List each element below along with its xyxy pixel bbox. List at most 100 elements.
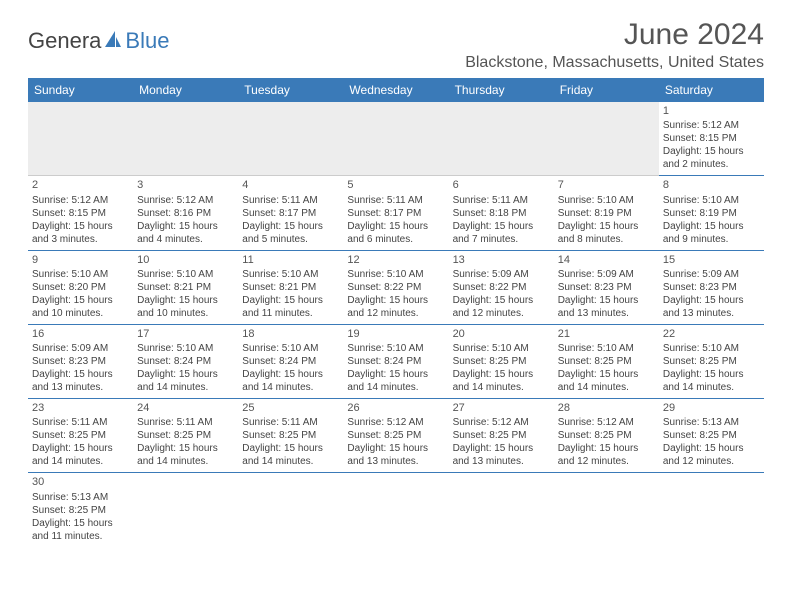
day-number: 12 xyxy=(347,253,444,267)
daylight-line-2: and 14 minutes. xyxy=(137,455,234,468)
day-header: Wednesday xyxy=(343,78,448,102)
day-number: 29 xyxy=(663,401,760,415)
sunrise-line: Sunrise: 5:12 AM xyxy=(453,416,550,429)
daylight-line: Daylight: 15 hours xyxy=(242,368,339,381)
daylight-line-2: and 13 minutes. xyxy=(663,307,760,320)
calendar-cell: 20Sunrise: 5:10 AMSunset: 8:25 PMDayligh… xyxy=(449,324,554,398)
sunrise-line: Sunrise: 5:11 AM xyxy=(242,194,339,207)
daylight-line-2: and 9 minutes. xyxy=(663,233,760,246)
calendar-cell: 26Sunrise: 5:12 AMSunset: 8:25 PMDayligh… xyxy=(343,399,448,473)
daylight-line-2: and 5 minutes. xyxy=(242,233,339,246)
sunrise-line: Sunrise: 5:10 AM xyxy=(347,268,444,281)
sunset-line: Sunset: 8:17 PM xyxy=(347,207,444,220)
sunrise-line: Sunrise: 5:10 AM xyxy=(347,342,444,355)
sunrise-line: Sunrise: 5:11 AM xyxy=(347,194,444,207)
daylight-line: Daylight: 15 hours xyxy=(32,442,129,455)
sunset-line: Sunset: 8:25 PM xyxy=(453,355,550,368)
sunrise-line: Sunrise: 5:10 AM xyxy=(137,268,234,281)
sunset-line: Sunset: 8:23 PM xyxy=(663,281,760,294)
calendar-cell xyxy=(554,102,659,176)
day-number: 6 xyxy=(453,178,550,192)
sunrise-line: Sunrise: 5:12 AM xyxy=(347,416,444,429)
day-number: 14 xyxy=(558,253,655,267)
daylight-line-2: and 10 minutes. xyxy=(137,307,234,320)
daylight-line: Daylight: 15 hours xyxy=(242,442,339,455)
sunrise-line: Sunrise: 5:12 AM xyxy=(558,416,655,429)
calendar-cell: 11Sunrise: 5:10 AMSunset: 8:21 PMDayligh… xyxy=(238,250,343,324)
daylight-line-2: and 14 minutes. xyxy=(242,455,339,468)
logo-text-main: Genera xyxy=(28,28,101,54)
sunset-line: Sunset: 8:21 PM xyxy=(137,281,234,294)
sunset-line: Sunset: 8:17 PM xyxy=(242,207,339,220)
daylight-line-2: and 14 minutes. xyxy=(663,381,760,394)
sunset-line: Sunset: 8:19 PM xyxy=(558,207,655,220)
sunset-line: Sunset: 8:25 PM xyxy=(453,429,550,442)
calendar-cell: 12Sunrise: 5:10 AMSunset: 8:22 PMDayligh… xyxy=(343,250,448,324)
sunrise-line: Sunrise: 5:09 AM xyxy=(453,268,550,281)
day-header: Sunday xyxy=(28,78,133,102)
sunset-line: Sunset: 8:18 PM xyxy=(453,207,550,220)
daylight-line-2: and 12 minutes. xyxy=(663,455,760,468)
sunrise-line: Sunrise: 5:10 AM xyxy=(242,342,339,355)
daylight-line: Daylight: 15 hours xyxy=(663,442,760,455)
calendar-cell xyxy=(554,473,659,547)
daylight-line-2: and 13 minutes. xyxy=(347,455,444,468)
day-number: 18 xyxy=(242,327,339,341)
sunrise-line: Sunrise: 5:10 AM xyxy=(453,342,550,355)
calendar-cell xyxy=(343,473,448,547)
day-number: 22 xyxy=(663,327,760,341)
logo-text-sub: Blue xyxy=(125,28,169,54)
daylight-line-2: and 14 minutes. xyxy=(242,381,339,394)
daylight-line-2: and 14 minutes. xyxy=(347,381,444,394)
calendar-cell: 10Sunrise: 5:10 AMSunset: 8:21 PMDayligh… xyxy=(133,250,238,324)
calendar-cell: 22Sunrise: 5:10 AMSunset: 8:25 PMDayligh… xyxy=(659,324,764,398)
calendar-cell: 14Sunrise: 5:09 AMSunset: 8:23 PMDayligh… xyxy=(554,250,659,324)
sunset-line: Sunset: 8:23 PM xyxy=(32,355,129,368)
sunset-line: Sunset: 8:24 PM xyxy=(137,355,234,368)
daylight-line-2: and 8 minutes. xyxy=(558,233,655,246)
daylight-line-2: and 12 minutes. xyxy=(558,455,655,468)
daylight-line: Daylight: 15 hours xyxy=(242,220,339,233)
calendar-cell xyxy=(449,473,554,547)
daylight-line: Daylight: 15 hours xyxy=(137,294,234,307)
sunset-line: Sunset: 8:15 PM xyxy=(663,132,760,145)
day-number: 15 xyxy=(663,253,760,267)
calendar-cell: 17Sunrise: 5:10 AMSunset: 8:24 PMDayligh… xyxy=(133,324,238,398)
calendar-head: SundayMondayTuesdayWednesdayThursdayFrid… xyxy=(28,78,764,102)
sunrise-line: Sunrise: 5:09 AM xyxy=(558,268,655,281)
daylight-line-2: and 2 minutes. xyxy=(663,158,760,171)
daylight-line: Daylight: 15 hours xyxy=(663,220,760,233)
logo: Genera Blue xyxy=(28,28,169,54)
calendar: SundayMondayTuesdayWednesdayThursdayFrid… xyxy=(28,78,764,547)
daylight-line: Daylight: 15 hours xyxy=(663,145,760,158)
day-number: 23 xyxy=(32,401,129,415)
sunrise-line: Sunrise: 5:11 AM xyxy=(137,416,234,429)
sunset-line: Sunset: 8:24 PM xyxy=(347,355,444,368)
sunset-line: Sunset: 8:25 PM xyxy=(347,429,444,442)
daylight-line: Daylight: 15 hours xyxy=(32,294,129,307)
day-header: Monday xyxy=(133,78,238,102)
daylight-line: Daylight: 15 hours xyxy=(347,442,444,455)
sunrise-line: Sunrise: 5:10 AM xyxy=(663,194,760,207)
day-number: 1 xyxy=(663,104,760,118)
sunset-line: Sunset: 8:25 PM xyxy=(558,429,655,442)
daylight-line: Daylight: 15 hours xyxy=(663,368,760,381)
daylight-line: Daylight: 15 hours xyxy=(453,220,550,233)
daylight-line-2: and 12 minutes. xyxy=(453,307,550,320)
sunrise-line: Sunrise: 5:09 AM xyxy=(663,268,760,281)
day-number: 10 xyxy=(137,253,234,267)
daylight-line-2: and 4 minutes. xyxy=(137,233,234,246)
calendar-cell: 15Sunrise: 5:09 AMSunset: 8:23 PMDayligh… xyxy=(659,250,764,324)
calendar-cell: 27Sunrise: 5:12 AMSunset: 8:25 PMDayligh… xyxy=(449,399,554,473)
sunrise-line: Sunrise: 5:11 AM xyxy=(242,416,339,429)
sunset-line: Sunset: 8:25 PM xyxy=(242,429,339,442)
calendar-cell: 7Sunrise: 5:10 AMSunset: 8:19 PMDaylight… xyxy=(554,176,659,250)
sunset-line: Sunset: 8:25 PM xyxy=(558,355,655,368)
sunset-line: Sunset: 8:15 PM xyxy=(32,207,129,220)
daylight-line-2: and 13 minutes. xyxy=(32,381,129,394)
day-number: 13 xyxy=(453,253,550,267)
sunrise-line: Sunrise: 5:10 AM xyxy=(242,268,339,281)
day-number: 21 xyxy=(558,327,655,341)
calendar-cell: 25Sunrise: 5:11 AMSunset: 8:25 PMDayligh… xyxy=(238,399,343,473)
daylight-line: Daylight: 15 hours xyxy=(137,368,234,381)
